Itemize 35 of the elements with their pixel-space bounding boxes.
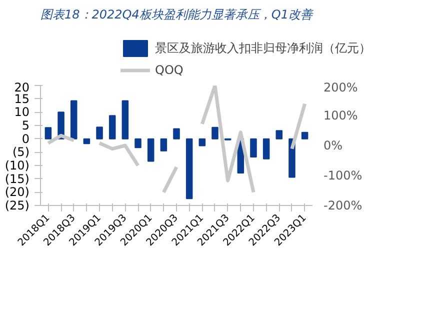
legend-label: 景区及旅游收入扣非归母净利润（亿元） [155,40,371,56]
bar [173,128,180,140]
bar [70,100,78,140]
bar [186,138,193,200]
bar [122,100,129,140]
y-tick-label: (20) [4,185,30,200]
bar [147,138,154,162]
y2-tick-label: 100% [324,108,358,122]
y-tick-label: 10 [14,105,30,120]
bar [262,138,270,160]
bar [96,126,103,140]
bar [276,130,283,140]
y2-tick-label: 0% [324,138,343,152]
y-tick-label: (15) [4,172,30,186]
bar [83,138,90,144]
bar [108,115,116,140]
y-tick-label: (5) [12,145,30,160]
y2-tick-label: -200% [324,198,362,212]
chart-title: 图表18：2022Q4板块盈利能力显著承压，Q1改善 [40,8,314,22]
bar [250,138,257,158]
bar [198,138,206,146]
y-tick-label: 15 [14,92,30,106]
bar [212,126,218,140]
y-tick-label: (10) [4,158,30,172]
y-tick-label: 5 [22,118,30,132]
legend-label: QOQ [155,63,184,77]
bar [301,132,308,140]
y2-tick-label: -100% [324,168,362,182]
bar [44,127,52,140]
y-tick-label: (25) [4,198,30,212]
bar [160,138,168,152]
y-tick-label: 20 [14,80,30,94]
bar [134,138,142,148]
y-tick-label: 0 [22,132,30,146]
y2-tick-label: 200% [324,80,358,94]
